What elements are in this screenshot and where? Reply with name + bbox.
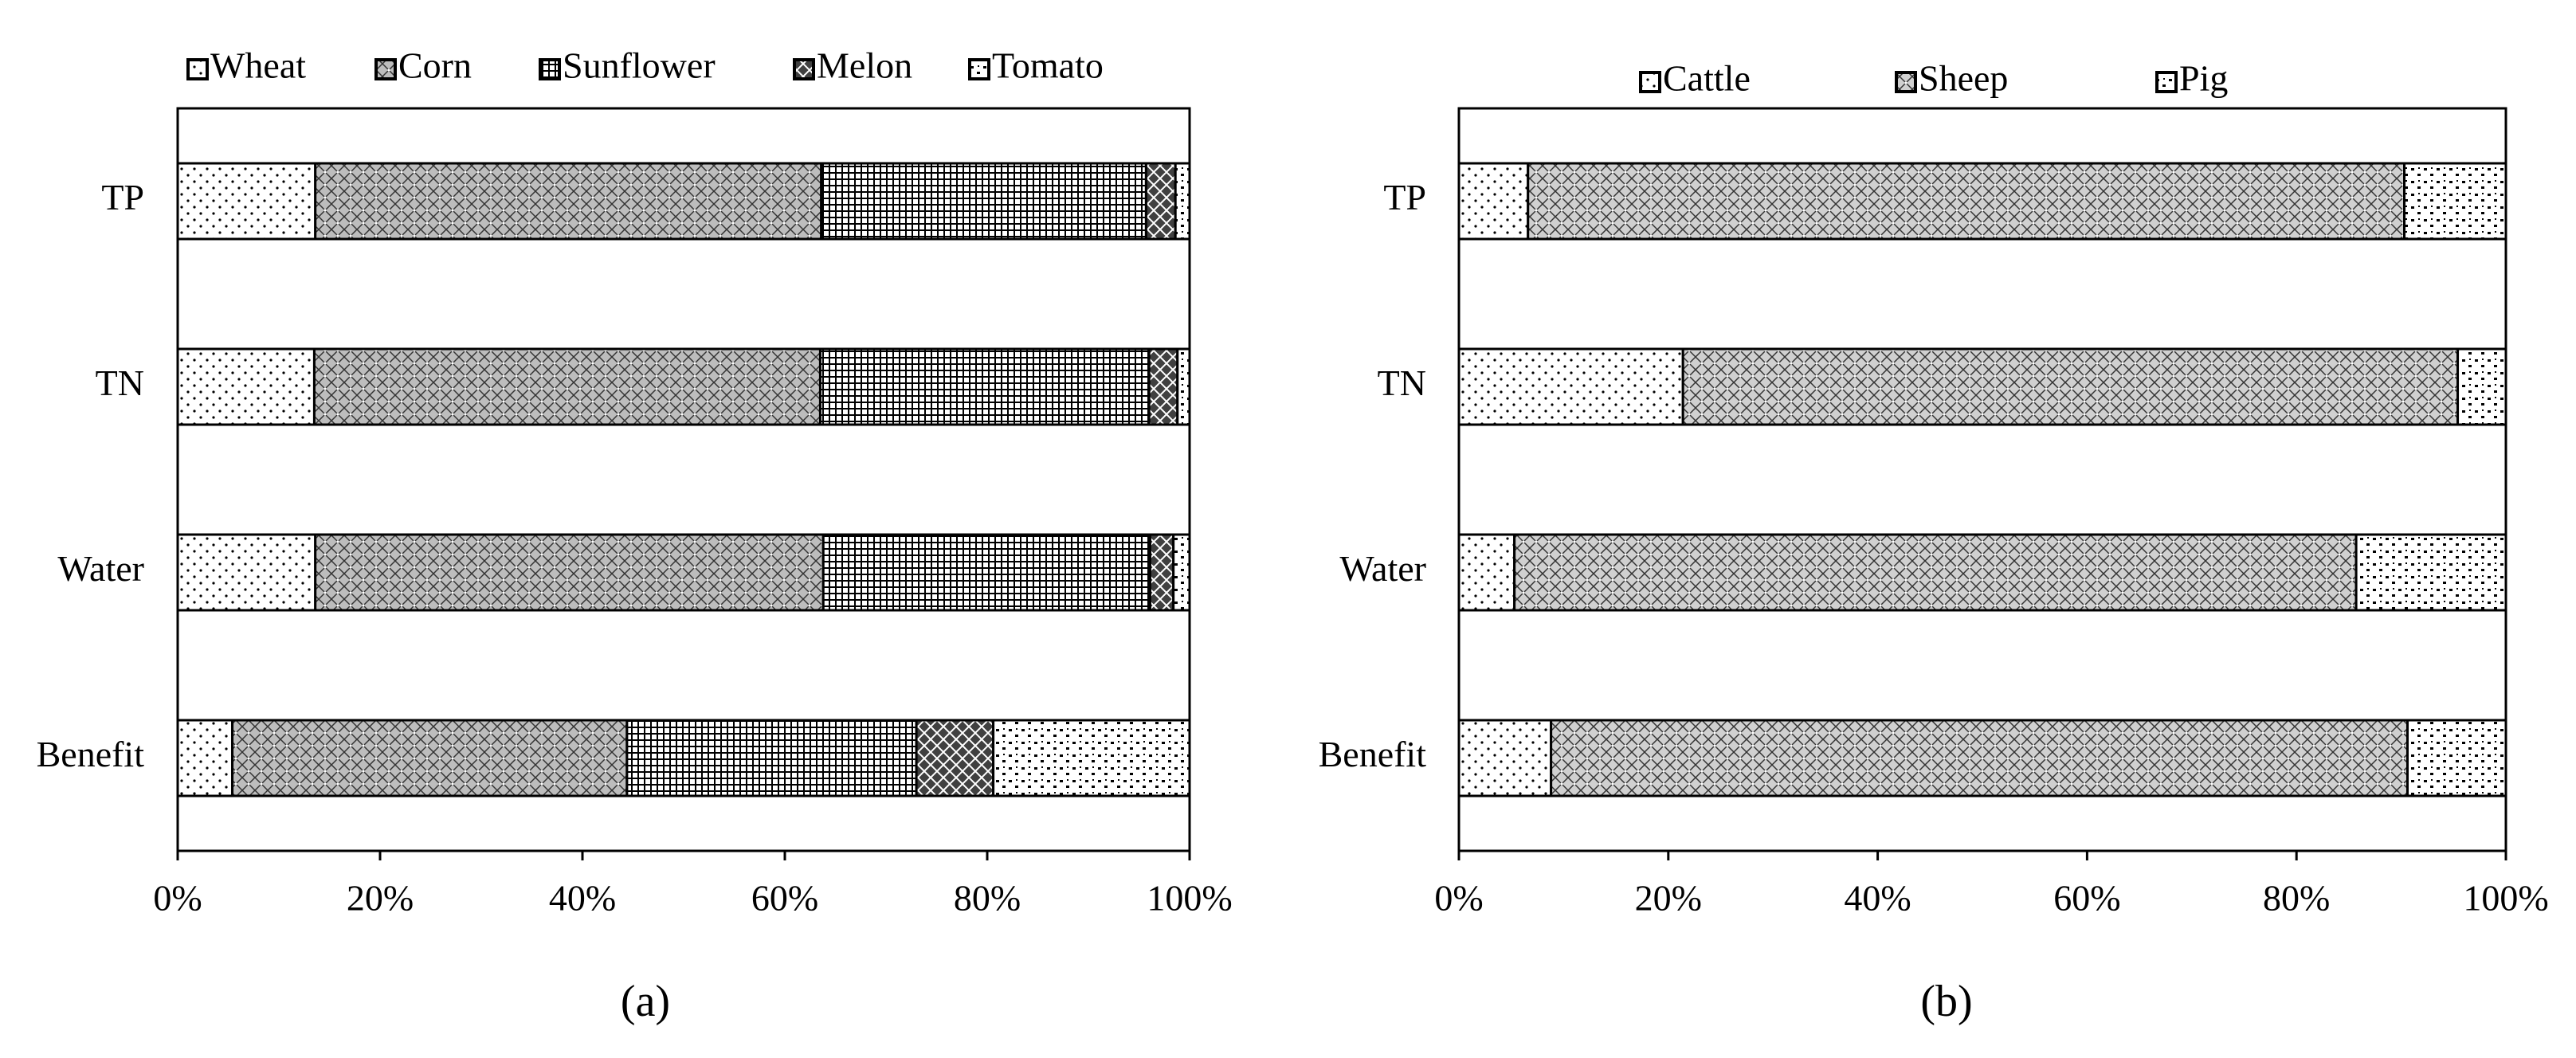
legend-label: Sunflower [563,45,716,86]
bar-segment [2403,162,2507,241]
legend-swatch [539,58,561,80]
legend-label: Sheep [1919,58,2008,99]
legend-swatch [2155,71,2178,93]
y-tick-label: Water [57,548,144,589]
x-tick-label: 20% [1635,878,1702,919]
y-tick-label: TP [1383,177,1426,217]
bar-segment [312,347,821,426]
bar-segment [1457,533,1516,612]
bar-segment [1176,347,1191,426]
y-tick-label: TN [96,362,144,403]
legend-label: Cattle [1663,58,1751,99]
legend-swatch [793,58,815,80]
bar-segment [915,719,995,797]
bar-segment [1148,533,1175,612]
bar-segment [1174,162,1191,241]
y-tick-label: Water [1339,548,1426,589]
y-tick-label: TN [1378,362,1426,403]
bar-segment [992,719,1191,797]
x-tick-label: 100% [2463,878,2548,919]
bar-segment [1144,162,1177,241]
y-tick-label: Benefit [1319,734,1427,774]
legend-label: Wheat [210,45,306,86]
bar-segment [231,719,629,797]
x-tick-label: 40% [549,878,616,919]
legend-swatch [1895,71,1917,93]
bar-segment [1513,533,2358,612]
bar-segment [820,162,1147,241]
bar-segment [1527,162,2406,241]
legend-swatch [186,58,209,80]
legend-swatch [1639,71,1661,93]
x-tick-label: 0% [153,878,202,919]
legend-label: Pig [2179,58,2228,99]
x-tick-label: 20% [347,878,414,919]
x-tick-label: 40% [1844,878,1911,919]
bar-segment [625,719,918,797]
bar-segment [1457,162,1530,241]
bar-segment [1147,347,1179,426]
bar-segment [2354,533,2507,612]
bar-segment [2405,719,2507,797]
bar-segment [2456,347,2507,426]
bar-segment [1457,719,1553,797]
legend-swatch [968,58,990,80]
bar-segment [1681,347,2460,426]
y-tick-label: TP [101,177,144,217]
x-tick-label: 100% [1147,878,1232,919]
x-tick-label: 60% [751,878,818,919]
legend-label: Corn [398,45,472,86]
bar-segment [176,347,316,426]
legend-label: Melon [817,45,912,86]
panel-label: (a) [621,977,670,1026]
panel-label: (b) [1920,977,1972,1026]
legend-label: Tomato [992,45,1104,86]
bar-segment [1457,347,1684,426]
bar-segment [314,162,823,241]
y-tick-label: Benefit [37,734,145,774]
bar-segment [1550,719,2409,797]
bar-segment [176,533,317,612]
x-tick-label: 80% [2263,878,2330,919]
bar-segment [818,347,1151,426]
x-tick-label: 60% [2053,878,2120,919]
bar-segment [1172,533,1191,612]
bar-segment [176,162,317,241]
bar-segment [821,533,1151,612]
bar-segment [314,533,825,612]
x-tick-label: 0% [1434,878,1483,919]
x-tick-label: 80% [954,878,1021,919]
bar-segment [176,719,234,797]
legend-swatch [374,58,397,80]
